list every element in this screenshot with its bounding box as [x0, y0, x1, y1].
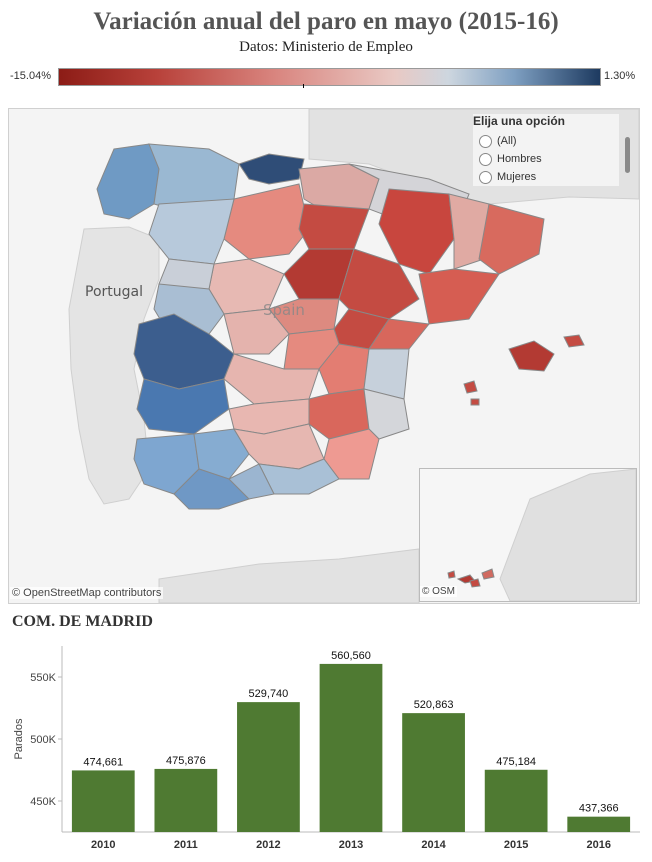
- province-tarragona[interactable]: [418, 268, 500, 325]
- province-malaga[interactable]: [228, 463, 275, 500]
- bar-2011[interactable]: [154, 768, 218, 832]
- bar-2010[interactable]: [71, 770, 135, 832]
- inset-attribution[interactable]: © OSM: [420, 586, 457, 597]
- bar-value-label: 529,740: [249, 688, 289, 700]
- province-badajoz[interactable]: [136, 378, 230, 435]
- bar-chart: Parados 450K 500K 550K 474,661 2010 475,876 201…: [0, 640, 652, 862]
- province-fuerteventura[interactable]: [481, 568, 495, 580]
- portugal-label: Portugal: [85, 284, 143, 300]
- y-axis-label: Parados: [13, 718, 25, 759]
- map-canvas: [9, 109, 639, 603]
- y-tick-label: 500K: [30, 734, 56, 746]
- filter-option-all-label: (All): [497, 135, 517, 147]
- x-tick-label: 2016: [586, 839, 610, 851]
- province-menorca[interactable]: [563, 334, 585, 348]
- choropleth-map[interactable]: Portugal Spain © OpenStreetMap contribut…: [8, 108, 640, 604]
- bar-value-label: 475,184: [496, 756, 536, 768]
- x-tick-label: 2011: [174, 839, 198, 851]
- filter-panel: Elija una opción (All) Hombres Mujeres: [473, 114, 619, 186]
- bar-2013[interactable]: [319, 663, 383, 832]
- bar-2014[interactable]: [402, 713, 465, 832]
- province-lleida[interactable]: [448, 193, 490, 270]
- filter-option-mujeres-label: Mujeres: [497, 171, 537, 183]
- bar-value-label: 474,661: [83, 756, 123, 768]
- province-alicante[interactable]: [363, 388, 410, 440]
- province-la-palma[interactable]: [447, 570, 456, 579]
- x-tick-label: 2012: [256, 839, 280, 851]
- inset-canvas: [420, 469, 636, 601]
- map-attribution[interactable]: © OpenStreetMap contributors: [10, 587, 164, 599]
- province-formentera[interactable]: [470, 398, 480, 406]
- spain-label: Spain: [263, 301, 305, 319]
- filter-scrollbar[interactable]: [625, 137, 630, 173]
- province-mallorca[interactable]: [508, 340, 555, 372]
- inset-africa: [499, 469, 636, 601]
- y-tick-label: 450K: [30, 796, 56, 808]
- province-cantabria[interactable]: [238, 153, 305, 185]
- canary-islands-inset[interactable]: © OSM: [419, 468, 637, 602]
- dashboard-title: Variación anual del paro en mayo (2015-1…: [93, 8, 559, 35]
- bar-value-label: 475,876: [166, 755, 206, 767]
- province-avila[interactable]: [223, 308, 290, 355]
- bar-chart-canvas: Parados 450K 500K 550K 474,661 2010 475,876 201…: [13, 646, 640, 851]
- filter-title: Elija una opción: [473, 114, 566, 128]
- bar-2016[interactable]: [567, 816, 631, 832]
- radio-all[interactable]: [479, 134, 492, 148]
- bar-value-label: 520,863: [414, 699, 454, 711]
- legend-min-label: -15.04%: [10, 70, 51, 82]
- bar-2015[interactable]: [484, 769, 548, 832]
- province-gran-canaria[interactable]: [469, 578, 481, 588]
- y-tick-label: 550K: [30, 672, 56, 684]
- dashboard-subtitle: Datos: Ministerio de Empleo: [239, 39, 413, 55]
- province-catalunya-east[interactable]: [478, 203, 545, 275]
- filter-option-hombres-label: Hombres: [497, 153, 542, 165]
- bar-value-label: 437,366: [579, 803, 619, 815]
- x-tick-label: 2014: [421, 839, 446, 851]
- legend-max-label: 1.30%: [604, 70, 636, 82]
- radio-hombres[interactable]: [479, 152, 492, 166]
- bar-value-label: 560,560: [331, 650, 371, 662]
- province-sevilla[interactable]: [193, 428, 250, 480]
- x-tick-label: 2013: [339, 839, 363, 851]
- filter-option-hombres[interactable]: Hombres: [473, 150, 619, 168]
- x-tick-label: 2010: [91, 839, 115, 851]
- region-title: COM. DE MADRID: [12, 613, 153, 630]
- filter-option-all[interactable]: (All): [473, 132, 619, 150]
- x-tick-label: 2015: [504, 839, 528, 851]
- radio-mujeres[interactable]: [479, 170, 492, 184]
- filter-option-mujeres[interactable]: Mujeres: [473, 168, 619, 186]
- legend-zero-tick: [303, 84, 304, 88]
- province-ibiza[interactable]: [463, 380, 478, 394]
- bar-2012[interactable]: [237, 702, 300, 832]
- color-legend-bar: [58, 68, 601, 86]
